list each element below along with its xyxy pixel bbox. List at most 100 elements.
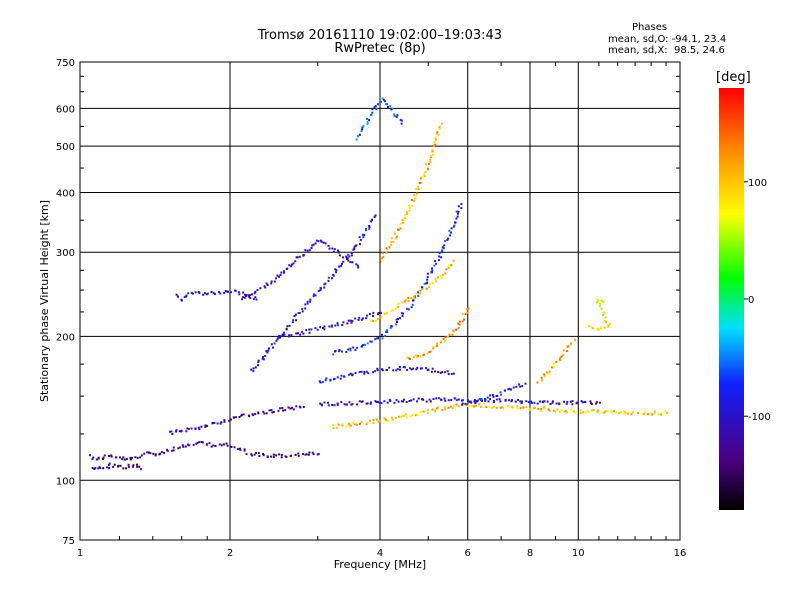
data-point bbox=[566, 411, 569, 414]
x-tick-label: 16 bbox=[674, 548, 687, 559]
data-point bbox=[449, 405, 452, 408]
data-point bbox=[361, 126, 364, 129]
data-point bbox=[438, 125, 441, 128]
data-point bbox=[206, 443, 209, 446]
data-point bbox=[327, 276, 330, 279]
data-point bbox=[533, 406, 536, 409]
data-point bbox=[288, 324, 291, 327]
data-point bbox=[388, 398, 391, 401]
data-point bbox=[333, 404, 336, 407]
data-point bbox=[469, 400, 472, 403]
data-point bbox=[254, 290, 257, 293]
x-tick-label: 8 bbox=[527, 548, 533, 559]
data-point bbox=[336, 322, 339, 325]
stats-x-mode: mean, sd,X: 98.5, 24.6 bbox=[608, 45, 725, 56]
data-point bbox=[442, 338, 445, 341]
data-point bbox=[252, 414, 254, 417]
data-point bbox=[192, 443, 195, 446]
data-point bbox=[414, 197, 417, 200]
data-point bbox=[664, 410, 666, 413]
data-point bbox=[349, 319, 352, 322]
data-point bbox=[447, 373, 450, 376]
data-point bbox=[373, 215, 376, 218]
data-point bbox=[434, 136, 437, 139]
data-point bbox=[632, 411, 635, 414]
data-point bbox=[397, 302, 400, 305]
data-point bbox=[387, 106, 389, 108]
data-point bbox=[386, 420, 389, 422]
data-point bbox=[399, 223, 402, 225]
data-point bbox=[187, 428, 190, 431]
data-point bbox=[627, 412, 630, 415]
data-point bbox=[403, 366, 406, 369]
data-point bbox=[591, 327, 594, 330]
data-point bbox=[431, 408, 434, 411]
data-point bbox=[431, 153, 434, 156]
data-point bbox=[372, 311, 375, 314]
data-point bbox=[457, 210, 460, 213]
data-point bbox=[412, 398, 415, 401]
data-point bbox=[432, 345, 435, 348]
data-point bbox=[366, 120, 369, 123]
data-point bbox=[440, 122, 443, 125]
data-point bbox=[541, 378, 544, 381]
data-point bbox=[227, 290, 229, 293]
data-point bbox=[366, 342, 369, 345]
data-point bbox=[302, 406, 305, 408]
data-point bbox=[559, 410, 562, 413]
data-point bbox=[146, 451, 149, 454]
data-point bbox=[473, 405, 476, 408]
data-point bbox=[437, 276, 439, 279]
data-point bbox=[272, 456, 275, 458]
data-point bbox=[320, 404, 323, 407]
data-point bbox=[288, 264, 291, 267]
data-point bbox=[295, 332, 298, 335]
data-point bbox=[117, 464, 120, 467]
data-point bbox=[390, 325, 393, 328]
data-point bbox=[624, 411, 627, 414]
data-point bbox=[397, 306, 400, 309]
data-point bbox=[370, 340, 373, 343]
data-point bbox=[441, 246, 444, 249]
data-point bbox=[240, 414, 243, 417]
data-point bbox=[539, 409, 542, 412]
data-point bbox=[395, 323, 397, 326]
data-point bbox=[339, 377, 342, 380]
data-point bbox=[279, 274, 282, 277]
data-point bbox=[455, 210, 458, 213]
data-point bbox=[391, 309, 394, 312]
data-point bbox=[280, 335, 283, 338]
data-point bbox=[324, 379, 327, 382]
data-point bbox=[324, 282, 327, 285]
data-point bbox=[410, 368, 413, 371]
data-point bbox=[393, 401, 396, 404]
data-point bbox=[343, 375, 346, 378]
data-point bbox=[402, 366, 405, 369]
data-point bbox=[418, 182, 421, 185]
data-point bbox=[460, 203, 463, 206]
data-point bbox=[453, 224, 456, 227]
data-point bbox=[521, 385, 524, 388]
data-point bbox=[314, 294, 317, 297]
data-point bbox=[402, 312, 405, 315]
data-point bbox=[552, 409, 555, 412]
data-point bbox=[401, 315, 404, 317]
data-point bbox=[371, 108, 374, 111]
data-point bbox=[376, 418, 378, 421]
data-point bbox=[360, 421, 363, 423]
data-point bbox=[475, 400, 478, 403]
data-point bbox=[485, 406, 488, 408]
data-point bbox=[443, 244, 446, 247]
data-point bbox=[267, 349, 270, 352]
data-point bbox=[417, 294, 420, 297]
data-point bbox=[342, 256, 344, 259]
data-point bbox=[358, 371, 361, 373]
data-point bbox=[365, 370, 368, 373]
data-point bbox=[545, 371, 548, 374]
data-point bbox=[571, 403, 574, 406]
data-point bbox=[609, 323, 611, 325]
data-point bbox=[447, 406, 450, 409]
data-point bbox=[280, 271, 283, 274]
data-point bbox=[292, 262, 295, 265]
data-point bbox=[426, 276, 429, 279]
